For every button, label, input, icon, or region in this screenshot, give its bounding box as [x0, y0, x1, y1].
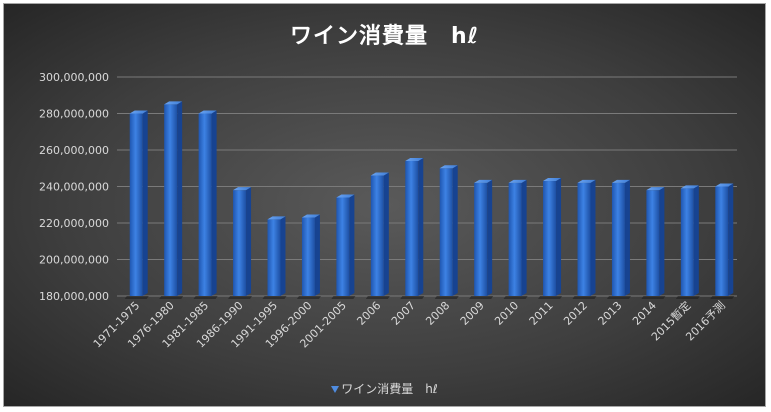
bar-top	[233, 187, 252, 191]
legend-marker-icon	[331, 386, 340, 393]
bar-side	[693, 185, 699, 296]
legend-label: ワイン消費量 hℓ	[341, 382, 438, 396]
bar	[198, 113, 212, 296]
bar-top	[646, 187, 665, 191]
bar	[336, 197, 350, 296]
bar-shadow	[159, 296, 184, 299]
bar-side	[246, 187, 252, 296]
bar	[611, 182, 625, 296]
x-tick-label: 2013	[596, 299, 625, 328]
bar-top	[611, 179, 630, 183]
legend: ワイン消費量 hℓ	[4, 380, 765, 397]
bar-side	[280, 216, 286, 296]
chart-frame: ワイン消費量 hℓ 180,000,000 200,000,000 220,000,…	[3, 3, 766, 407]
bar	[439, 168, 453, 296]
bar-top	[405, 157, 424, 161]
bar-shadow	[503, 296, 528, 299]
bar-top	[198, 110, 217, 114]
bar-top	[336, 194, 355, 198]
bar-top	[715, 183, 734, 187]
bar-top	[680, 185, 699, 189]
bar-shadow	[124, 296, 149, 299]
bar-side	[728, 183, 734, 296]
bar-shadow	[606, 296, 631, 299]
bar-side	[556, 178, 562, 296]
x-tick-label: 2012	[561, 299, 590, 328]
bar	[715, 186, 729, 296]
x-tick-label: 2010	[492, 299, 521, 328]
bar-side	[349, 194, 355, 296]
x-tick-label: 2008	[423, 299, 452, 328]
bar-side	[418, 157, 424, 296]
y-tick-label: 200,000,000	[39, 254, 109, 267]
bar-side	[211, 110, 217, 296]
y-tick-label: 180,000,000	[39, 290, 109, 303]
bar-top	[129, 110, 148, 114]
bar-side	[659, 187, 665, 296]
bar-shadow	[675, 296, 700, 299]
bar	[508, 182, 522, 296]
chart-plot: 180,000,000 200,000,000 220,000,000 240,000…	[39, 71, 737, 351]
bar	[474, 182, 488, 296]
chart-title: ワイン消費量 hℓ	[289, 24, 480, 49]
bar	[680, 188, 694, 296]
y-tick-label: 300,000,000	[39, 71, 109, 84]
bar-shadow	[434, 296, 459, 299]
bar-top	[474, 179, 493, 183]
bar	[405, 160, 419, 296]
bar-top	[577, 179, 596, 183]
y-tick-label: 220,000,000	[39, 217, 109, 230]
bar-shadow	[365, 296, 390, 299]
y-tick-label: 240,000,000	[39, 181, 109, 194]
bar-side	[590, 179, 596, 296]
x-tick-label: 2009	[458, 299, 487, 328]
bar	[233, 190, 247, 296]
bar	[646, 190, 660, 296]
bar	[129, 113, 143, 296]
bar	[577, 182, 591, 296]
bar	[267, 219, 281, 296]
x-tick-label: 2006	[354, 299, 383, 328]
bar-shadow	[228, 296, 253, 299]
bar-top	[439, 165, 458, 169]
bar-shadow	[469, 296, 494, 299]
bar	[164, 104, 178, 296]
bar-shadow	[193, 296, 218, 299]
bar-top	[267, 216, 286, 220]
x-tick-label: 2011	[527, 299, 556, 328]
bar-side	[314, 214, 320, 296]
bar-top	[370, 172, 389, 176]
bar-top	[301, 214, 320, 218]
bar-shadow	[641, 296, 666, 299]
y-tick-label: 280,000,000	[39, 108, 109, 121]
bar-side	[142, 110, 148, 296]
bar-side	[624, 179, 630, 296]
bar-shadow	[262, 296, 287, 299]
bar-shadow	[400, 296, 425, 299]
bar-shadow	[296, 296, 321, 299]
bar-shadow	[710, 296, 735, 299]
bar-side	[177, 101, 183, 296]
bar-top	[164, 101, 183, 105]
x-tick-label: 2014	[630, 299, 659, 328]
bar-side	[521, 179, 527, 296]
bar-side	[383, 172, 389, 296]
bar-side	[487, 179, 493, 296]
y-tick-label: 260,000,000	[39, 144, 109, 157]
bar-shadow	[572, 296, 597, 299]
bar	[301, 217, 315, 296]
bar-shadow	[331, 296, 356, 299]
x-tick-label: 2007	[389, 299, 418, 328]
bar-side	[452, 165, 458, 296]
bar	[370, 175, 384, 296]
bar	[543, 181, 557, 296]
bar-shadow	[538, 296, 563, 299]
bar-top	[508, 179, 527, 183]
bar-top	[543, 178, 562, 182]
